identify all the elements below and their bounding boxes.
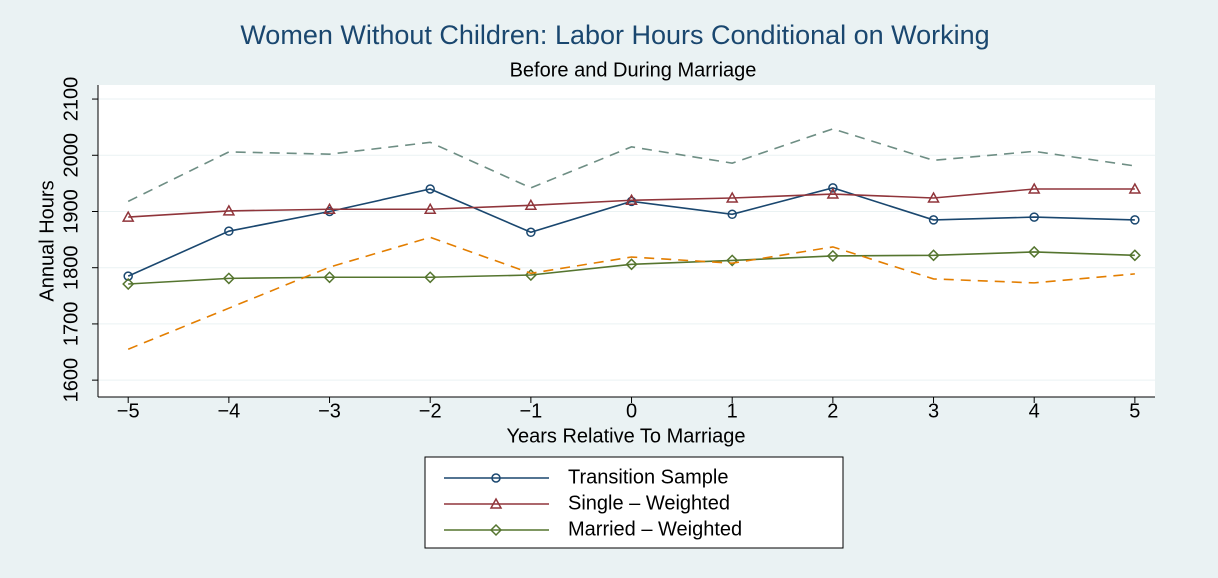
legend-label: Transition Sample (568, 466, 728, 488)
marker (826, 187, 840, 199)
x-tick-label: 3 (928, 400, 939, 422)
marker (927, 191, 940, 203)
marker (928, 215, 939, 225)
y-tick-label: 1700 (60, 302, 82, 347)
marker (1128, 249, 1141, 262)
marker (1027, 182, 1041, 194)
marker (727, 209, 737, 220)
marker (224, 226, 234, 236)
y-tick-label: 1600 (60, 358, 82, 403)
marker (826, 249, 839, 262)
y-tick-label: 1800 (60, 245, 82, 290)
marker (423, 202, 437, 214)
chart-subtitle: Before and During Marriage (510, 59, 757, 81)
series-line (128, 251, 1135, 285)
marker (625, 258, 638, 271)
series-line (127, 128, 1135, 203)
marker (1028, 245, 1041, 259)
y-axis-label: Annual Hours (36, 180, 58, 301)
marker (491, 473, 501, 483)
legend-label: Married – Weighted (568, 518, 742, 540)
marker (222, 204, 236, 216)
chart-title: Women Without Children: Labor Hours Cond… (240, 20, 989, 50)
x-tick-label: −2 (419, 400, 442, 422)
marker (726, 254, 739, 267)
marker (524, 198, 538, 211)
marker (725, 191, 739, 203)
x-tick-label: −1 (519, 400, 542, 422)
x-tick-label: 1 (727, 400, 738, 422)
marker (123, 271, 133, 281)
x-tick-label: 5 (1129, 400, 1140, 422)
x-tick-label: −4 (217, 400, 240, 422)
series-line (128, 188, 1135, 218)
marker (828, 183, 838, 193)
x-tick-label: 4 (1029, 400, 1040, 422)
marker (425, 184, 435, 194)
marker (489, 497, 503, 509)
plot-area (98, 85, 1155, 397)
marker (625, 193, 638, 205)
x-tick-label: −5 (117, 400, 140, 422)
marker (122, 277, 135, 291)
marker (927, 249, 940, 262)
marker (489, 523, 503, 537)
y-tick-label: 1900 (60, 189, 82, 234)
x-tick-label: 0 (626, 400, 637, 422)
x-axis-label: Years Relative To Marriage (506, 425, 745, 447)
marker (526, 227, 536, 238)
marker (323, 202, 336, 214)
series-line (127, 236, 1135, 350)
legend-label: Single – Weighted (568, 492, 730, 514)
marker (424, 271, 437, 284)
series-line (127, 187, 1135, 277)
marker (1130, 215, 1140, 225)
marker (1029, 212, 1039, 222)
marker (222, 272, 235, 285)
marker (121, 210, 135, 222)
marker (1128, 182, 1142, 194)
x-tick-label: −3 (318, 400, 341, 422)
marker (323, 271, 336, 284)
y-tick-label: 2100 (60, 77, 82, 122)
y-tick-label: 2000 (60, 133, 82, 178)
x-tick-label: 2 (827, 400, 838, 422)
